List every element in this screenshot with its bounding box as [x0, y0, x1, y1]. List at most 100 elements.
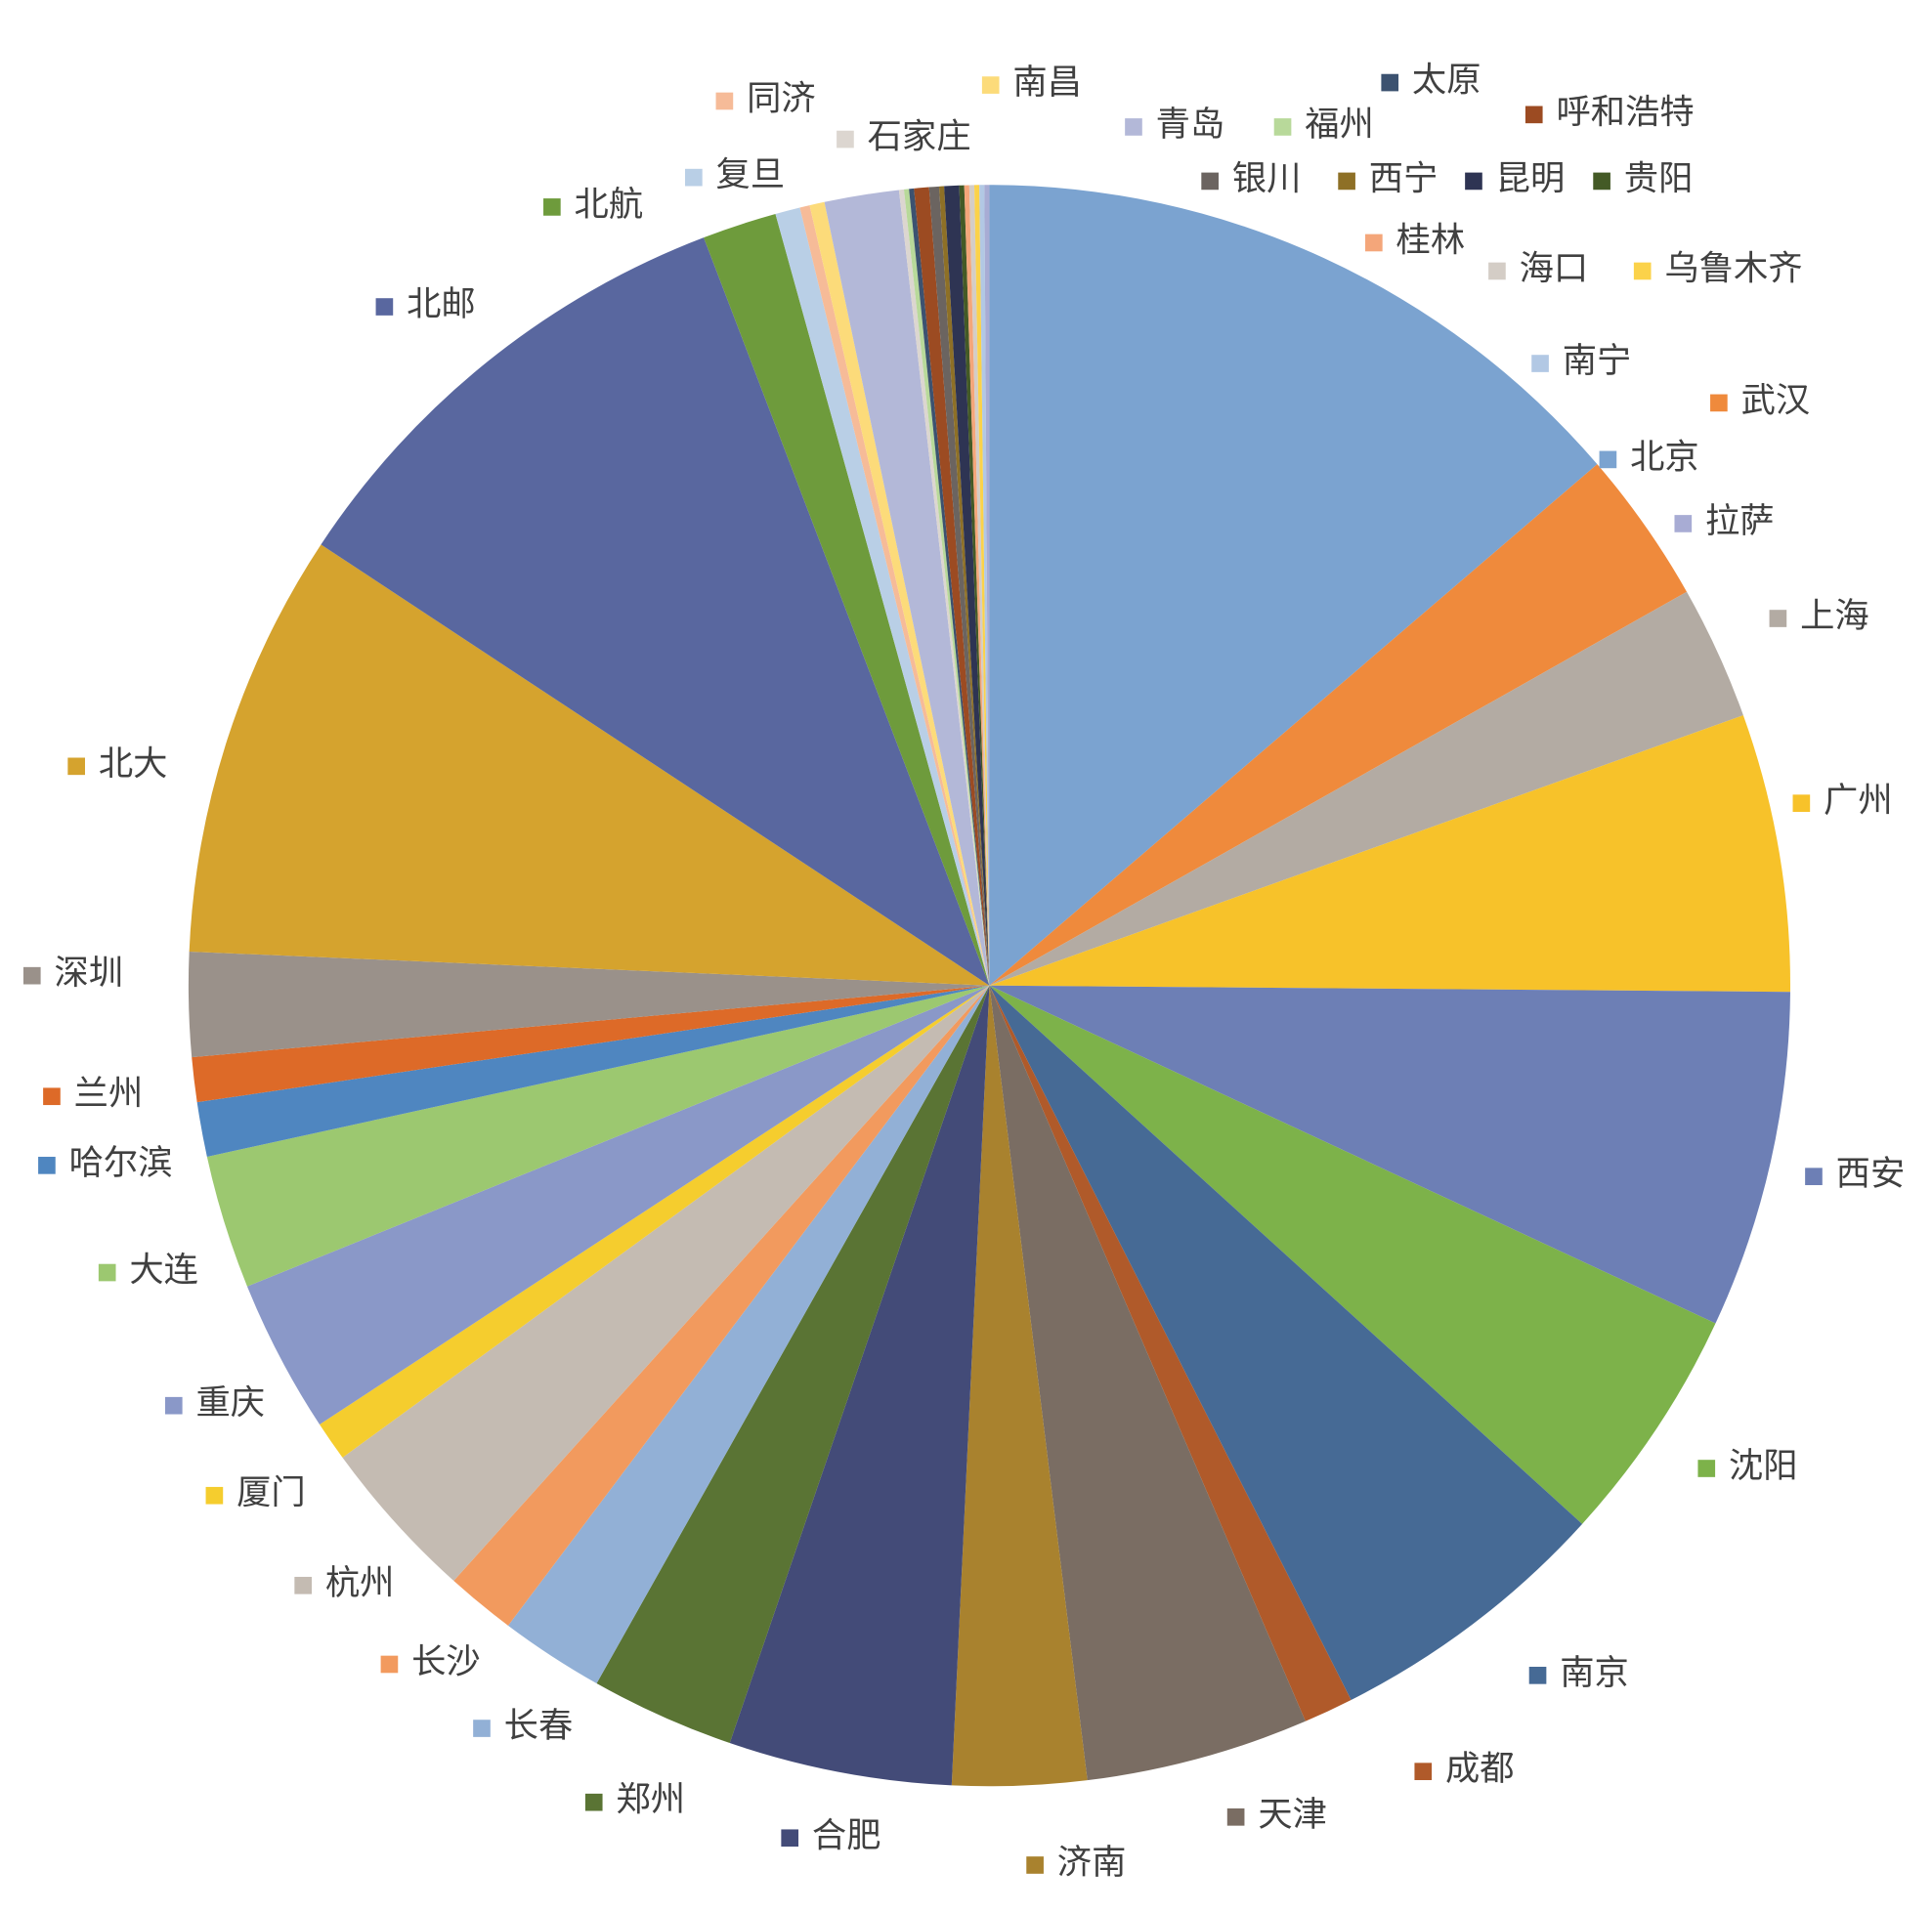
- legend-swatch: [205, 1486, 224, 1505]
- slice-label: 桂林: [1396, 220, 1466, 260]
- slice-label: 呼和浩特: [1556, 92, 1694, 132]
- legend-swatch: [1488, 262, 1506, 280]
- legend-swatch: [1599, 450, 1617, 469]
- pie-slice: [453, 985, 990, 1626]
- pie-slice: [729, 985, 990, 1786]
- pie-slice: [342, 985, 990, 1581]
- slice-label: 杭州: [325, 1563, 395, 1603]
- slice-label: 兰州: [74, 1074, 144, 1114]
- slice-label: 郑州: [616, 1780, 685, 1820]
- pie-slice: [989, 591, 1743, 986]
- legend-swatch: [685, 168, 703, 187]
- pie-slice: [903, 189, 990, 986]
- legend-swatch: [38, 1157, 56, 1174]
- slice-label: 乌鲁木齐: [1664, 248, 1802, 288]
- legend-swatch: [375, 298, 394, 316]
- slice-label: 大连: [129, 1251, 198, 1291]
- legend-swatch: [584, 1793, 603, 1811]
- pie-slice: [206, 985, 990, 1287]
- pie-slice: [189, 544, 990, 986]
- slice-label: 长春: [504, 1706, 574, 1746]
- legend-swatch: [837, 130, 854, 149]
- pie-slice: [979, 185, 990, 986]
- slice-label: 济南: [1057, 1843, 1127, 1883]
- slice-label: 青岛: [1156, 105, 1225, 145]
- legend-swatch: [1792, 794, 1811, 812]
- pie-slice: [914, 187, 990, 986]
- legend-swatch: [1273, 118, 1292, 136]
- legend-swatch: [473, 1720, 491, 1737]
- pie-slice: [968, 185, 990, 986]
- slice-label: 北京: [1630, 437, 1699, 477]
- legend-swatch: [164, 1396, 183, 1415]
- legend-swatch: [1528, 1667, 1547, 1684]
- legend-swatch: [1365, 234, 1383, 252]
- pie-slice: [824, 190, 990, 986]
- legend-swatch: [1524, 106, 1543, 124]
- pie-slice: [321, 237, 990, 986]
- slice-label: 合肥: [812, 1815, 881, 1855]
- legend-swatch: [22, 966, 41, 985]
- pie-slice: [799, 205, 990, 986]
- slice-label: 哈尔滨: [69, 1143, 173, 1183]
- pie-slice: [989, 985, 1306, 1781]
- slice-label: 贵阳: [1624, 158, 1694, 198]
- pie-slice: [989, 985, 1352, 1721]
- legend-swatch: [1026, 1856, 1044, 1874]
- legend-swatch: [1201, 172, 1219, 191]
- legend-swatch: [1633, 262, 1652, 280]
- slice-label: 西安: [1836, 1154, 1906, 1194]
- pie-slice: [188, 951, 990, 1058]
- slice-label: 广州: [1824, 781, 1893, 821]
- slice-label: 北邮: [407, 284, 476, 324]
- legend-swatch: [43, 1087, 61, 1106]
- pie-slice: [964, 185, 990, 986]
- slice-label: 海口: [1520, 248, 1589, 288]
- slice-label: 南宁: [1563, 341, 1632, 381]
- slice-label: 天津: [1258, 1795, 1327, 1835]
- pie-slice: [507, 985, 990, 1683]
- slice-label: 沈阳: [1729, 1446, 1798, 1486]
- pie-slice: [989, 185, 1598, 986]
- legend-swatch: [1593, 172, 1610, 191]
- slice-label: 深圳: [54, 954, 123, 994]
- pie-slice: [989, 985, 1790, 1324]
- legend-swatch: [1531, 355, 1549, 372]
- legend-swatch: [1805, 1168, 1823, 1186]
- legend-swatch: [67, 757, 85, 776]
- legend-swatch: [1125, 118, 1142, 136]
- slice-label: 北航: [575, 185, 644, 225]
- slice-label: 西宁: [1369, 158, 1438, 198]
- pie-slice: [989, 985, 1583, 1700]
- legend-swatch: [1697, 1460, 1716, 1477]
- pie-slice: [944, 185, 990, 986]
- slice-label: 银川: [1232, 158, 1302, 198]
- pie-slice: [909, 188, 990, 986]
- pie-slice: [959, 185, 990, 986]
- pie-slice: [775, 207, 990, 986]
- pie-slice: [320, 985, 990, 1458]
- pie-slice: [809, 201, 990, 986]
- slice-label: 重庆: [195, 1383, 265, 1423]
- legend-swatch: [1710, 394, 1728, 412]
- legend-swatch: [1338, 172, 1355, 191]
- slice-label: 南京: [1560, 1653, 1629, 1693]
- slice-label: 成都: [1445, 1749, 1515, 1789]
- legend-swatch: [715, 92, 734, 110]
- pie-slice: [196, 985, 990, 1157]
- legend-swatch: [98, 1263, 116, 1282]
- pie-slice: [928, 186, 990, 986]
- legend-swatch: [543, 198, 561, 216]
- slice-label: 太原: [1412, 61, 1481, 101]
- legend-swatch: [1226, 1808, 1245, 1826]
- pie-slice: [989, 715, 1791, 993]
- slice-label: 北大: [99, 744, 168, 784]
- slice-label: 石家庄: [868, 117, 971, 157]
- slice-label: 武汉: [1741, 380, 1811, 420]
- pie-slice: [192, 985, 990, 1103]
- slice-label: 厦门: [236, 1473, 306, 1513]
- pie-slice: [984, 185, 990, 986]
- legend-swatch: [1465, 172, 1482, 191]
